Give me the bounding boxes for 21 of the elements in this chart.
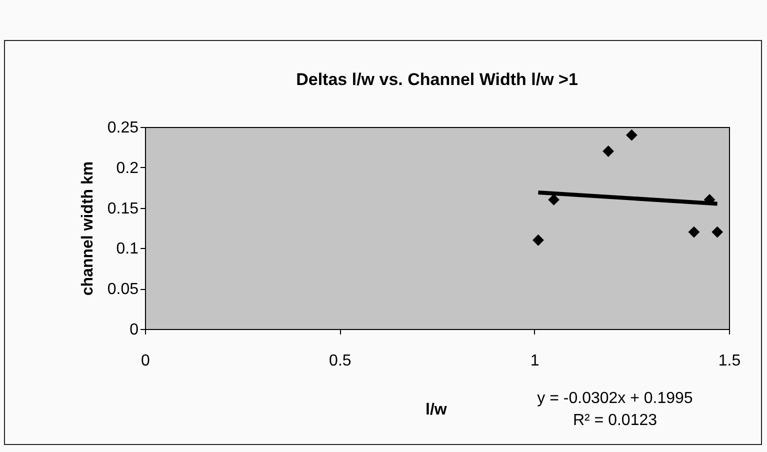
point: [602, 146, 614, 157]
y-tick-label: 0.25: [107, 120, 139, 136]
y-tick-label: 0.15: [107, 200, 139, 218]
y-axis-title: channel width km: [79, 161, 96, 296]
point: [712, 226, 724, 238]
x-axis-title: l/w: [426, 402, 448, 418]
text: R² = 0.0123: [572, 411, 658, 431]
y-tick-label: 0: [130, 322, 139, 338]
x-tick-label: 1: [530, 352, 540, 370]
y-tick-label: 0.1: [116, 240, 139, 258]
x-tick-label: 0: [141, 352, 150, 370]
point: [626, 129, 638, 141]
x-tick-label: 0.5: [329, 352, 352, 370]
chart-title: Deltas l/w vs. Channel Width l/w >1: [296, 70, 578, 89]
point: [532, 234, 544, 246]
text: y = -0.0302x + 0.1995: [536, 389, 694, 409]
point: [548, 194, 560, 206]
y-tick-label: 0.05: [107, 281, 139, 298]
x-tick-label: 1.5: [718, 352, 741, 370]
y-tick-label: 0.2: [116, 160, 139, 177]
point: [688, 226, 700, 238]
